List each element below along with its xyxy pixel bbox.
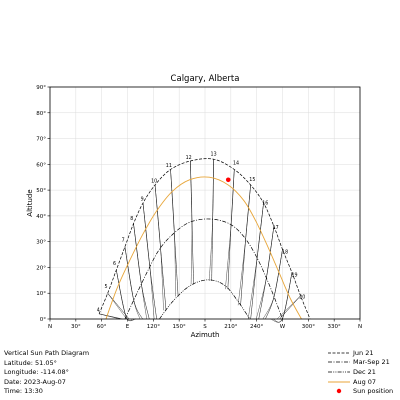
hour-line (247, 202, 264, 320)
legend-entry-jun21: Jun 21 (328, 348, 400, 358)
diagram-info: Vertical Sun Path Diagram Latitude: 51.0… (4, 349, 89, 397)
hour-label: 5 (104, 284, 107, 290)
legend-swatch-dec21 (328, 371, 350, 373)
hour-lines (99, 159, 301, 323)
legend-label-jun21: Jun 21 (353, 348, 374, 357)
hour-line (225, 169, 235, 290)
chart-legend: Jun 21 Mar-Sep 21 Dec 21 Aug 07 Sun posi… (328, 348, 400, 396)
hour-label: 17 (273, 225, 279, 231)
y-axis-label: Altitude (26, 189, 34, 216)
x-tick-label: N (48, 324, 52, 330)
x-tick-label: S (203, 324, 207, 330)
info-date: Date: 2023-Aug-07 (4, 377, 66, 386)
y-tick-label: 90° (36, 85, 46, 91)
x-tick-label: 30° (71, 324, 81, 330)
hour-label: 20 (299, 294, 305, 300)
y-tick-label: 0° (40, 317, 46, 323)
hour-label: 18 (282, 249, 288, 255)
y-tick-label: 20° (36, 265, 46, 271)
hour-label: 10 (151, 178, 157, 184)
y-axis-ticks: 0° 10° 20° 30° 40° 50° 60° 70° 80° 90° (36, 85, 50, 323)
series-line-0 (98, 158, 311, 320)
hour-line (209, 159, 214, 281)
legend-label-dec21: Dec 21 (353, 367, 376, 376)
hour-label: 11 (166, 163, 172, 169)
hour-line (276, 295, 301, 320)
hour-label: 7 (122, 238, 125, 244)
hour-line (124, 246, 141, 320)
hour-line (262, 249, 283, 320)
series-line-2 (159, 279, 251, 320)
grid-lines (49, 86, 361, 320)
x-tick-label: 150° (173, 324, 186, 330)
chart-title: Calgary, Alberta (171, 74, 240, 84)
x-tick-label: 60° (97, 324, 107, 330)
x-tick-label: N (358, 324, 362, 330)
x-tick-label: 300° (302, 324, 315, 330)
hour-line (154, 184, 164, 311)
series-line-1 (124, 218, 283, 320)
hour-label: 15 (249, 177, 255, 183)
info-latitude: Latitude: 51.05° (4, 358, 57, 367)
legend-swatch-aug07 (328, 381, 350, 383)
x-axis-label: Azimuth (191, 331, 220, 339)
x-tick-label: W (280, 324, 286, 330)
y-tick-label: 70° (36, 137, 46, 143)
y-tick-label: 80° (36, 111, 46, 117)
y-tick-label: 30° (36, 240, 46, 246)
hour-label: 12 (186, 155, 192, 161)
y-tick-label: 50° (36, 188, 46, 194)
hour-line (133, 223, 147, 320)
hour-label: 16 (262, 200, 268, 206)
legend-label-sun-position: Sun position (353, 387, 394, 396)
x-axis-ticks: N 30° 60° E 120° 150° S 210° 240° W 300° 330° N (48, 319, 362, 330)
legend-label-aug07: Aug 07 (353, 377, 377, 386)
y-tick-label: 40° (36, 214, 46, 220)
legend-entry-aug07: Aug 07 (328, 377, 400, 387)
legend-swatch-sun-position (336, 388, 342, 394)
sun-position-marker (225, 177, 231, 183)
x-tick-label: 330° (328, 324, 341, 330)
hour-label: 8 (130, 216, 133, 222)
y-tick-label: 60° (36, 162, 46, 168)
legend-label-equinox: Mar-Sep 21 (353, 358, 390, 367)
hour-label: 19 (292, 272, 298, 278)
x-tick-label: 240° (250, 324, 263, 330)
info-title: Vertical Sun Path Diagram (4, 349, 90, 357)
legend-swatch-jun21 (328, 352, 350, 354)
hour-label: 9 (141, 196, 144, 202)
hour-line (190, 160, 193, 285)
hour-label: 6 (113, 261, 116, 267)
series-lines (98, 158, 311, 320)
x-tick-label: E (126, 324, 130, 330)
hour-label: 14 (233, 160, 239, 166)
legend-entry-dec21: Dec 21 (328, 367, 400, 377)
hour-label: 4 (97, 307, 100, 313)
hour-line (237, 184, 251, 306)
info-time: Time: 13:30 (4, 387, 43, 395)
legend-swatch-equinox (328, 361, 350, 363)
hour-labels: 4 5 6 7 8 9 10 11 12 13 14 15 16 17 18 19 20 (97, 151, 306, 313)
x-tick-label: 120° (147, 324, 160, 330)
series-line-3 (105, 176, 302, 320)
y-tick-label: 10° (36, 291, 46, 297)
info-longitude: Longitude: -114.08° (4, 368, 69, 376)
hour-line (99, 313, 120, 320)
hour-label: 13 (211, 151, 217, 157)
legend-entry-sun-position: Sun position (328, 386, 400, 396)
x-tick-label: 210° (224, 324, 237, 330)
sun-position-layer (225, 177, 231, 183)
legend-entry-equinox: Mar-Sep 21 (328, 358, 400, 368)
